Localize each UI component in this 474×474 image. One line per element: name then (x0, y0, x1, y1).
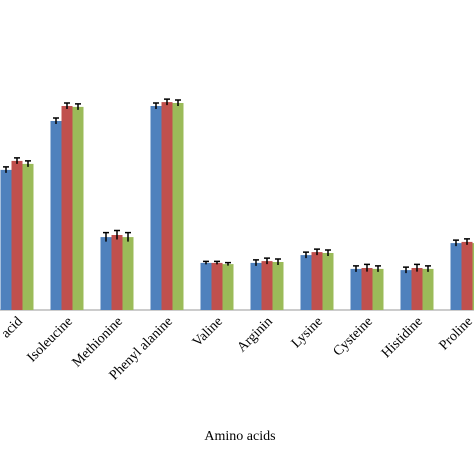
x-tick-label: acid (0, 314, 26, 341)
bar (261, 261, 273, 310)
error-bar (153, 102, 159, 109)
bar (100, 237, 112, 310)
x-tick-label: Cysteine (331, 314, 376, 359)
x-tick-label: Lysine (289, 314, 326, 351)
error-bar (14, 157, 20, 164)
error-bar (453, 239, 459, 247)
error-bar (375, 265, 381, 272)
error-bar (53, 117, 59, 124)
error-bar (3, 166, 9, 173)
x-axis-title: Amino acids (204, 429, 275, 444)
bar (0, 169, 12, 310)
error-bar (425, 265, 431, 272)
bar (322, 253, 334, 310)
bar (361, 268, 373, 310)
bar (400, 270, 412, 310)
error-bar (364, 263, 370, 272)
error-bar (25, 160, 31, 167)
x-tick-label: Histidine (379, 314, 426, 361)
error-bar (203, 260, 209, 265)
bar (411, 268, 423, 310)
bar (111, 235, 123, 310)
error-bar (353, 265, 359, 272)
bar (72, 106, 84, 311)
error-bar (253, 259, 259, 266)
x-tick-label: Arginin (235, 314, 276, 355)
bar (222, 264, 234, 310)
error-bar (114, 229, 120, 240)
bar (161, 102, 173, 310)
bar (22, 163, 34, 310)
x-tick-label: Valine (190, 314, 226, 350)
error-bar (214, 260, 220, 265)
bar (200, 262, 212, 310)
bar (461, 241, 473, 310)
bar (450, 243, 462, 310)
x-tick-label: Proline (437, 314, 474, 353)
bar (372, 268, 384, 310)
error-bar (264, 257, 270, 265)
error-bar (303, 251, 309, 259)
bar (422, 268, 434, 310)
error-bar (125, 231, 131, 242)
bar (272, 262, 284, 310)
bar (11, 160, 23, 310)
error-bar (225, 261, 231, 266)
x-tick-label: Isoleucine (25, 314, 76, 365)
error-bar (464, 238, 470, 245)
error-bar (75, 103, 81, 110)
bar (172, 103, 184, 310)
bar (472, 243, 474, 310)
bar (300, 255, 312, 310)
bar (211, 262, 223, 310)
bar (150, 106, 162, 310)
error-bar (325, 249, 331, 256)
error-bar (164, 98, 170, 106)
error-bar (403, 266, 409, 274)
error-bar (414, 263, 420, 272)
error-bar (314, 248, 320, 256)
bar (122, 237, 134, 310)
error-bar (175, 99, 181, 106)
bar (50, 121, 62, 310)
bar (61, 106, 73, 310)
error-bar (64, 102, 70, 109)
bar (311, 252, 323, 310)
bar (250, 262, 262, 310)
bar (350, 268, 362, 310)
error-bar (103, 231, 109, 242)
error-bar (275, 258, 281, 265)
